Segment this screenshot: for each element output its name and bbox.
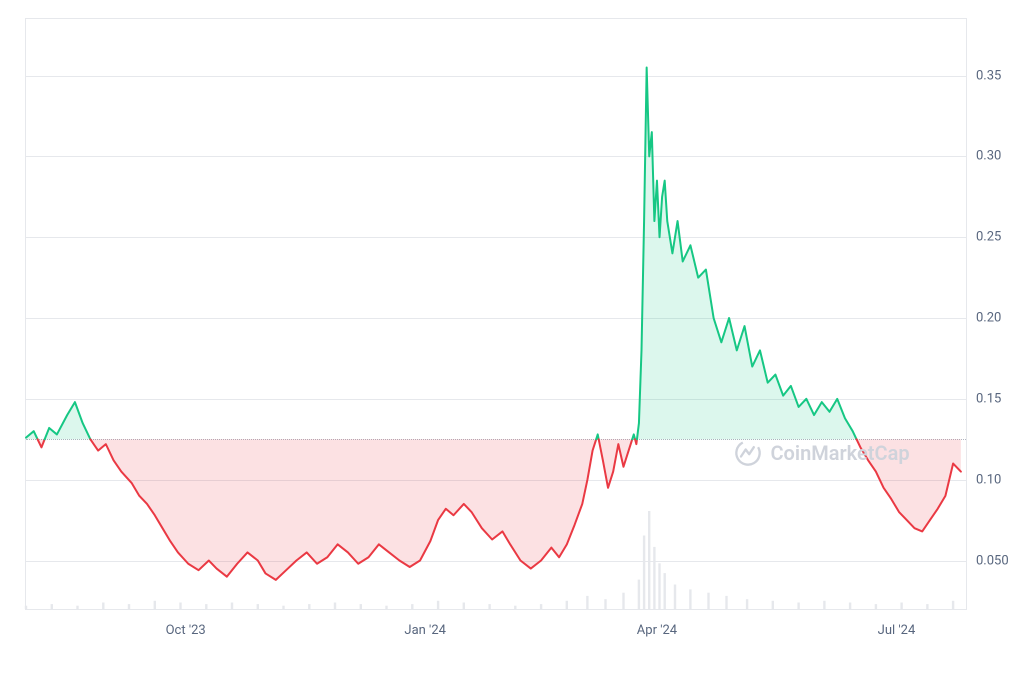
y-tick-label: 0.20 [976,311,1001,326]
volume-bar [566,601,568,609]
y-tick-label: 0.35 [976,68,1001,83]
volume-bar [411,604,413,609]
volume-bar [179,603,181,610]
volume-bar [643,536,645,610]
area-up [45,402,91,439]
y-tick-label: 0.30 [976,149,1001,164]
volume-bar [282,606,284,609]
volume-bar [540,604,542,609]
volume-bar [849,603,851,610]
area-down [857,439,961,531]
y-tick-label: 0.050 [976,553,1009,568]
volume-bar [128,604,130,609]
volume-bar [952,601,954,609]
volume-bar [664,573,666,609]
volume-bar [725,596,727,609]
volume-bar [638,580,640,609]
x-tick-label: Apr '24 [637,623,677,638]
x-tick-label: Jan '24 [404,623,446,638]
volume-bar [488,604,490,609]
volume-bar [360,604,362,609]
x-tick-label: Oct '23 [166,623,206,638]
volume-bar [102,603,104,610]
plot-area[interactable]: 0.0500.100.150.200.250.300.35Oct '23Jan … [25,18,967,610]
volume-bar [648,511,650,609]
x-tick-label: Jul '24 [878,623,916,638]
volume-bar [823,601,825,609]
volume-bar [604,599,606,609]
volume-bar [653,547,655,609]
volume-bar [231,603,233,610]
price-series [26,19,966,609]
volume-bar [308,604,310,609]
volume-bar [797,603,799,610]
volume-bar [25,606,27,609]
volume-bar [514,606,516,609]
volume-bar [257,604,259,609]
y-tick-label: 0.15 [976,391,1001,406]
volume-bar [437,601,439,609]
volume-bar [51,604,53,609]
volume-bar [926,604,928,609]
volume-bar [385,606,387,609]
volume-bar [900,603,902,610]
volume-bar [76,606,78,609]
volume-bar [689,589,691,609]
y-tick-label: 0.25 [976,230,1001,245]
volume-bar [707,593,709,609]
y-tick-label: 0.10 [976,472,1001,487]
volume-bar [586,596,588,609]
volume-bar [463,603,465,610]
volume-bar [746,599,748,609]
volume-bar [658,563,660,609]
volume-bar [622,593,624,609]
volume-bar [772,601,774,609]
volume-bar [205,604,207,609]
volume-bar [875,604,877,609]
area-up [637,67,857,439]
volume-bar [334,603,336,610]
volume-bar [674,585,676,610]
price-chart[interactable]: 0.050 0.10 0.15 0.20 0.25 0.30 0.35 Oct '23 Jan … [0,0,1024,683]
volume-bar [154,601,156,609]
